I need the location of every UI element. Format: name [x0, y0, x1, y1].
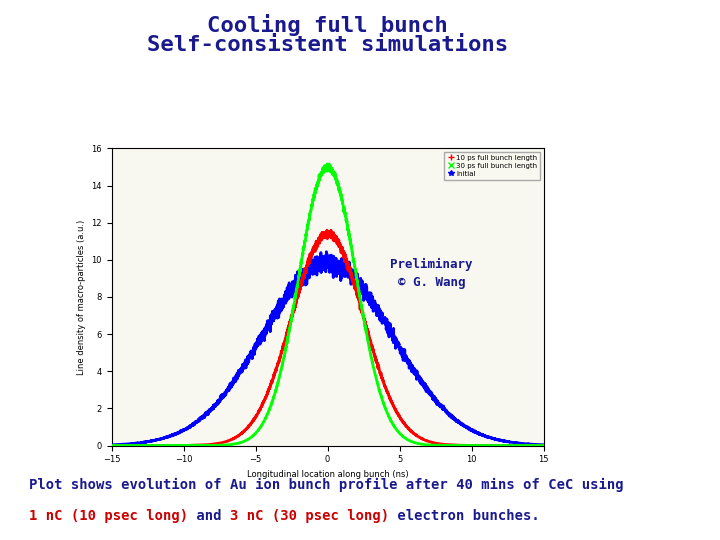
- Text: Preliminary
© G. Wang: Preliminary © G. Wang: [390, 258, 472, 289]
- Text: Cooling full bunch: Cooling full bunch: [207, 14, 448, 36]
- Text: 1 nC (10 psec long): 1 nC (10 psec long): [29, 509, 188, 523]
- Legend: 10 ps full bunch length, 30 ps full bunch length, Initial: 10 ps full bunch length, 30 ps full bunc…: [444, 152, 540, 180]
- Text: and: and: [188, 509, 230, 523]
- Text: electron bunches.: electron bunches.: [389, 509, 540, 523]
- Y-axis label: Line density of macro-particles (a.u.): Line density of macro-particles (a.u.): [77, 219, 86, 375]
- Text: 3 nC (30 psec long): 3 nC (30 psec long): [230, 509, 389, 523]
- X-axis label: Longitudinal location along bunch (ns): Longitudinal location along bunch (ns): [247, 470, 408, 479]
- Text: Self-consistent simulations: Self-consistent simulations: [147, 35, 508, 55]
- Text: Plot shows evolution of Au ion bunch profile after 40 mins of CeC using: Plot shows evolution of Au ion bunch pro…: [29, 478, 624, 492]
